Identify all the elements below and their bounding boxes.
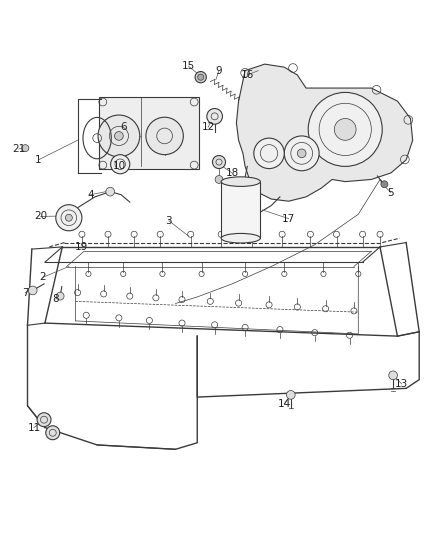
Circle shape <box>28 286 37 295</box>
Circle shape <box>111 155 130 174</box>
Text: 1: 1 <box>35 155 42 165</box>
Text: 14: 14 <box>278 399 291 409</box>
Circle shape <box>207 109 223 124</box>
Text: 6: 6 <box>120 122 127 132</box>
Text: 8: 8 <box>53 294 59 304</box>
Text: 17: 17 <box>282 214 295 224</box>
Text: 3: 3 <box>166 216 172 226</box>
Polygon shape <box>237 64 413 201</box>
Circle shape <box>106 187 115 196</box>
Circle shape <box>46 426 60 440</box>
Circle shape <box>56 205 82 231</box>
Circle shape <box>37 413 51 426</box>
Circle shape <box>297 149 306 158</box>
Circle shape <box>389 371 397 379</box>
Text: 18: 18 <box>226 168 239 178</box>
Text: 10: 10 <box>112 161 125 172</box>
Circle shape <box>215 175 223 183</box>
Ellipse shape <box>221 233 260 243</box>
Circle shape <box>198 74 204 80</box>
Circle shape <box>22 144 29 151</box>
Text: 9: 9 <box>215 66 223 76</box>
Circle shape <box>334 118 356 140</box>
Circle shape <box>98 115 140 157</box>
Text: 2: 2 <box>39 272 46 282</box>
Text: 15: 15 <box>182 61 195 71</box>
Circle shape <box>254 138 284 168</box>
Text: 19: 19 <box>75 242 88 252</box>
Text: 21: 21 <box>12 144 25 154</box>
Circle shape <box>65 214 72 221</box>
Bar <box>221 182 260 238</box>
Circle shape <box>115 132 123 140</box>
Circle shape <box>308 92 382 166</box>
Bar <box>99 97 199 168</box>
Text: 13: 13 <box>395 379 408 389</box>
Circle shape <box>381 181 388 188</box>
Text: 4: 4 <box>87 190 94 200</box>
Circle shape <box>284 136 319 171</box>
Text: 12: 12 <box>201 122 215 132</box>
Circle shape <box>146 117 184 155</box>
Circle shape <box>56 292 64 300</box>
Text: 20: 20 <box>34 212 47 221</box>
Circle shape <box>195 71 206 83</box>
Circle shape <box>212 156 226 168</box>
Circle shape <box>286 391 295 399</box>
Text: 11: 11 <box>28 423 41 433</box>
Text: 5: 5 <box>388 188 394 198</box>
Text: 16: 16 <box>240 70 254 80</box>
Ellipse shape <box>221 177 260 187</box>
Text: 7: 7 <box>22 288 28 297</box>
